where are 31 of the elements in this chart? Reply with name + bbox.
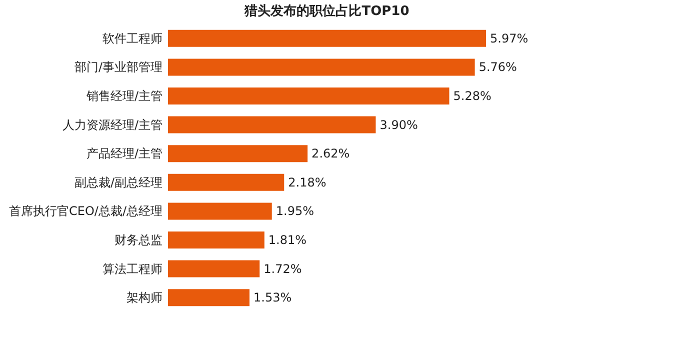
y-tick-label: 软件工程师 [102, 31, 162, 46]
y-tick-label: 销售经理/主管 [85, 89, 162, 103]
data-label: 1.72% [264, 262, 302, 276]
data-label: 1.81% [268, 233, 307, 247]
data-label: 5.97% [490, 31, 528, 46]
bar [168, 58, 475, 76]
bar [168, 289, 250, 306]
bar [168, 202, 272, 220]
y-tick-label: 部门/事业部管理 [74, 60, 162, 74]
data-label: 1.95% [276, 204, 314, 218]
chart-title: 猎头发布的职位占比TOP10 [244, 4, 410, 19]
y-tick-label: 副总裁/副总经理 [74, 175, 162, 190]
data-label: 5.76% [478, 60, 517, 74]
data-label: 1.53% [253, 290, 292, 305]
data-label: 2.18% [288, 175, 326, 190]
bar [168, 30, 486, 47]
y-tick-label: 算法工程师 [102, 262, 162, 276]
bar [168, 116, 376, 134]
bar [168, 174, 284, 191]
y-tick-label: 人力资源经理/主管 [62, 118, 162, 132]
bar [168, 232, 264, 248]
y-tick-label: 产品经理/主管 [86, 146, 162, 161]
bar [168, 260, 260, 278]
y-tick-label: 财务总监 [114, 233, 162, 247]
bar [168, 145, 308, 162]
y-tick-label: 架构师 [126, 290, 162, 305]
data-label: 5.28% [453, 89, 492, 103]
data-label: 3.90% [380, 118, 418, 132]
bar [168, 88, 450, 104]
y-tick-label: 首席执行官CEO/总裁/总经理 [9, 204, 162, 218]
data-label: 2.62% [312, 146, 350, 161]
